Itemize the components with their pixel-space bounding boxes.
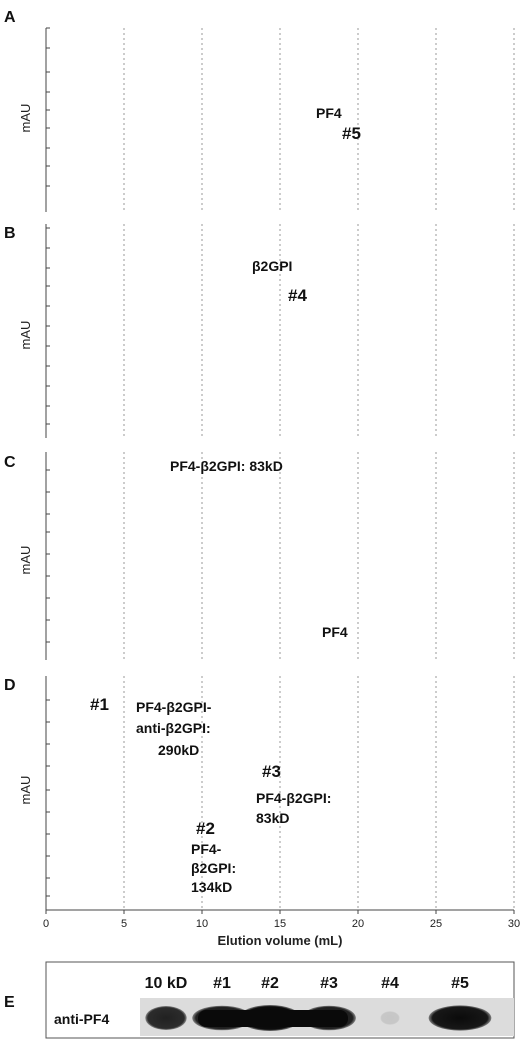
peak-annotation: 83kD	[256, 810, 289, 826]
peak-annotation: PF4	[316, 105, 342, 121]
y-axis-label: mAU	[18, 321, 33, 350]
blot-row-label: anti-PF4	[54, 1011, 109, 1027]
peak-annotation: 290kD	[158, 742, 199, 758]
x-tick-label: 15	[274, 918, 286, 930]
y-axis-label: mAU	[18, 104, 33, 133]
peak-annotation: PF4-β2GPI: 83kD	[170, 458, 283, 474]
peak-annotation: PF4-β2GPI:	[256, 790, 331, 806]
blot-lane-label: #2	[261, 975, 279, 992]
x-tick-label: 30	[508, 918, 520, 930]
peak-annotation: PF4-	[191, 841, 222, 857]
blot-lane-label: #4	[381, 975, 399, 992]
blot-lane-label: #3	[320, 975, 338, 992]
peak-annotation: #1	[90, 695, 109, 714]
peak-annotation: PF4-β2GPI-	[136, 699, 212, 715]
x-tick-label: 20	[352, 918, 364, 930]
peak-annotation: anti-β2GPI:	[136, 720, 211, 736]
blot-band	[145, 1006, 187, 1030]
peak-annotation: β2GPI	[252, 258, 292, 274]
panel-letter-e: E	[4, 994, 15, 1011]
y-axis-label: mAU	[18, 776, 33, 805]
blot-lane-label: 10 kD	[145, 975, 188, 992]
peak-annotation: #5	[342, 124, 361, 143]
y-axis-label: mAU	[18, 546, 33, 575]
blot-lane-label: #5	[451, 975, 469, 992]
blot-band	[428, 1005, 492, 1031]
x-tick-label: 25	[430, 918, 442, 930]
peak-annotation: #2	[196, 819, 215, 838]
panel-letter-d: D	[4, 677, 16, 694]
peak-annotation: #4	[288, 286, 307, 305]
blot-lane-label: #1	[213, 975, 231, 992]
panel-letter-b: B	[4, 225, 16, 242]
peak-annotation: PF4	[322, 624, 348, 640]
peak-annotation: β2GPI:	[191, 860, 236, 876]
x-axis-label: Elution volume (mL)	[218, 933, 343, 948]
panel-letter-a: A	[4, 9, 16, 26]
blot-band	[380, 1011, 400, 1025]
x-tick-label: 5	[121, 918, 127, 930]
x-tick-label: 10	[196, 918, 208, 930]
panel-letter-c: C	[4, 454, 16, 471]
blot-band-smear	[198, 1010, 348, 1027]
peak-annotation: 134kD	[191, 879, 232, 895]
peak-annotation: #3	[262, 762, 281, 781]
x-tick-label: 0	[43, 918, 49, 930]
